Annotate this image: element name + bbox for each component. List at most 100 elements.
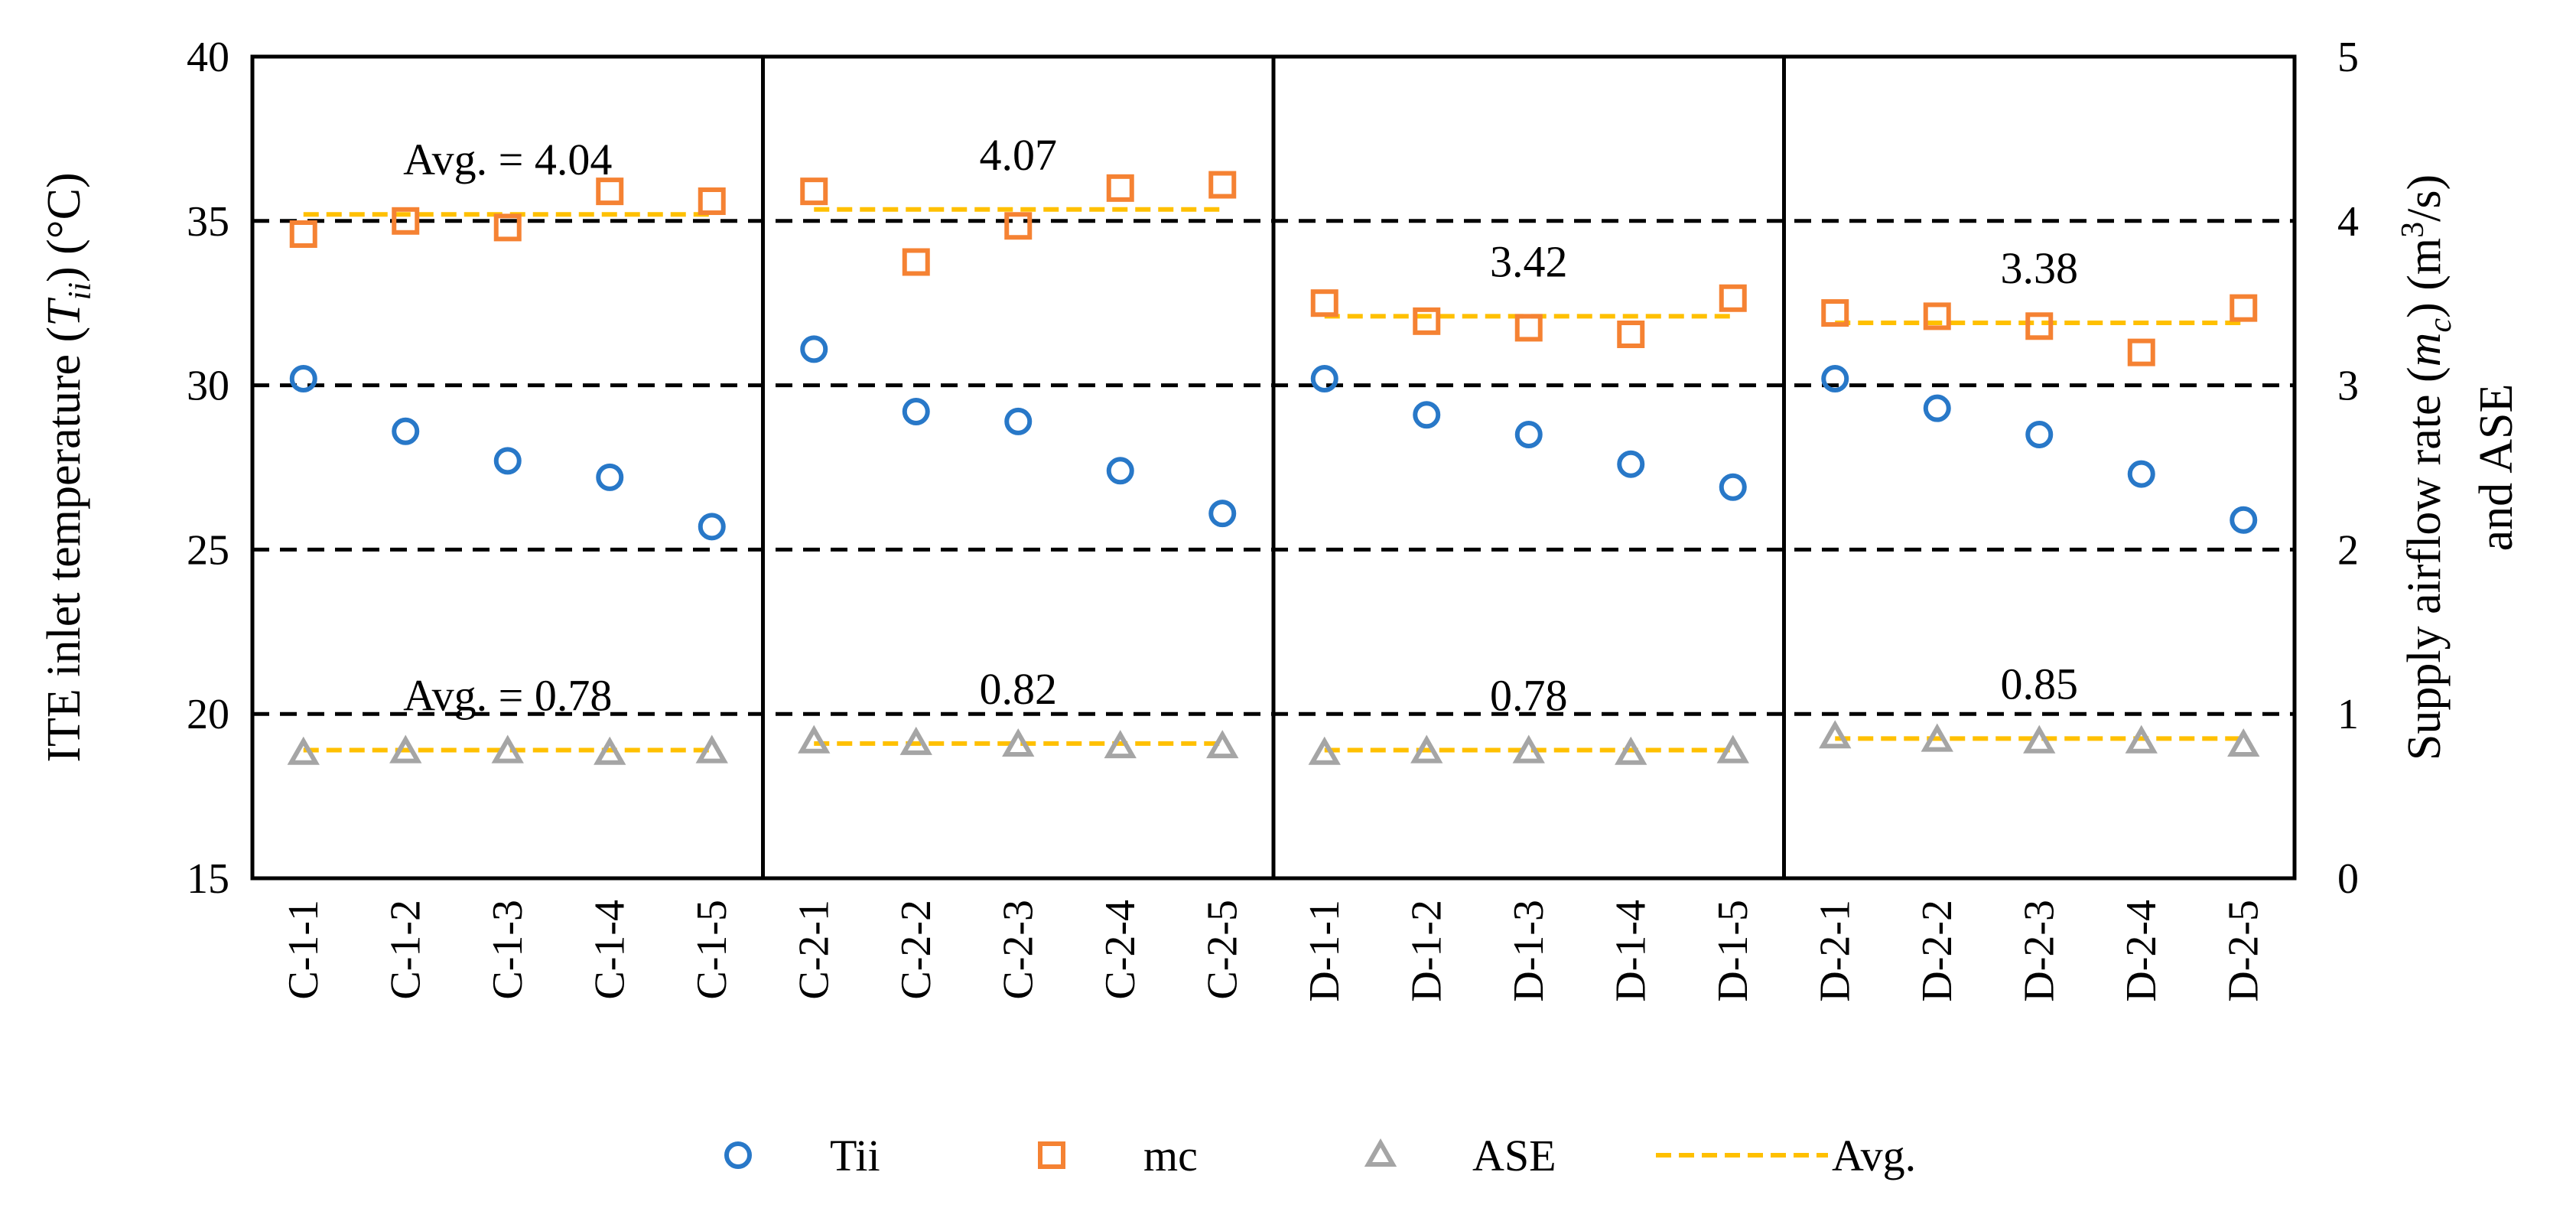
axis-titles: ITE inlet temperature (Tii) (°C) Supply a… (38, 172, 2522, 762)
mc-point (596, 177, 624, 206)
average-label: 3.42 (1490, 236, 1568, 286)
data-markers (287, 171, 2260, 765)
tii-point (698, 513, 726, 541)
legend-ase-marker (1364, 1138, 1397, 1167)
ase-point (899, 726, 932, 755)
category-label: C-1-4 (586, 900, 633, 1000)
category-label: D-1-5 (1709, 900, 1757, 1002)
category-label: D-2-2 (1914, 900, 1961, 1002)
tii-point (596, 463, 624, 491)
ase-point (798, 724, 831, 754)
left-tick-label: 35 (187, 198, 229, 246)
mc-point (1923, 302, 1951, 330)
mc-point (2025, 312, 2054, 340)
right-tick-label: 5 (2337, 34, 2359, 81)
legend: Tii mc ASE Avg. (724, 1131, 1916, 1180)
legend-label: ASE (1472, 1131, 1556, 1180)
category-label: C-2-4 (1097, 900, 1144, 1000)
tii-point (902, 397, 930, 425)
mc-point (1106, 174, 1134, 202)
tii-point (392, 417, 420, 445)
ase-point (1410, 734, 1443, 764)
mc-point (1310, 289, 1338, 317)
ase-point (287, 736, 320, 765)
category-label: D-1-4 (1607, 900, 1654, 1002)
tii-point (289, 365, 317, 393)
right-tick-label: 2 (2337, 526, 2359, 574)
category-label: C-2-3 (994, 900, 1042, 1000)
tii-point (2127, 460, 2155, 488)
category-label: C-2-1 (790, 900, 838, 1000)
tii-point (1310, 365, 1338, 393)
category-label: C-1-2 (382, 900, 429, 1000)
ase-point (1206, 730, 1239, 759)
right-tick-label: 3 (2337, 363, 2359, 410)
left-tick-label: 40 (187, 34, 229, 81)
average-label: 0.78 (1490, 670, 1568, 720)
ase-point (2125, 724, 2158, 754)
left-axis-title: ITE inlet temperature (Tii) (°C) (38, 172, 98, 762)
axis-ticks: 15 20 25 30 35 40 0 1 2 3 4 5 (187, 34, 2359, 903)
legend-mc-marker (1038, 1141, 1065, 1169)
mc-point (493, 213, 522, 242)
legend-label: mc (1143, 1131, 1198, 1180)
ase-point (1921, 723, 1953, 752)
average-annotations: Avg. = 4.04 4.07 3.42 3.38 Avg. = 0.78 0.82 0.… (403, 130, 2078, 721)
tii-point (1413, 401, 1441, 429)
category-label: D-1-3 (1505, 900, 1553, 1002)
plot-frame (250, 54, 2297, 881)
tii-point (800, 335, 828, 363)
category-label: C-1-5 (688, 900, 736, 1000)
legend-label: Tii (830, 1131, 880, 1180)
ase-point (2023, 724, 2056, 754)
tii-point (1719, 473, 1747, 501)
ase-point (695, 734, 728, 764)
average-label: Avg. = 4.04 (403, 135, 612, 184)
tii-point (1617, 450, 1645, 478)
tii-point (1004, 407, 1033, 435)
ase-point (1104, 730, 1137, 759)
left-tick-label: 30 (187, 363, 229, 410)
mc-point (289, 220, 317, 248)
category-labels: C-1-1 C-1-2 C-1-3 C-1-4 C-1-5 C-2-1 C-2-2 C-2-3… (280, 900, 2268, 1002)
mc-point (1514, 314, 1543, 342)
left-title-var: T (38, 297, 90, 327)
category-label: D-2-3 (2015, 900, 2063, 1002)
right-axis-title: Supply airflow rate (mc) (m3/s) (2395, 174, 2458, 760)
legend-label: Avg. (1832, 1131, 1916, 1180)
category-label: D-2-4 (2118, 900, 2165, 1002)
ase-point (2227, 728, 2260, 757)
mc-point (392, 207, 420, 235)
average-label: 0.85 (2001, 659, 2079, 708)
ase-point (1002, 728, 1035, 757)
right-title-text: Supply airflow rate ( (2399, 366, 2451, 760)
ase-point (491, 734, 524, 764)
right-axis-title-line2: and ASE (2470, 384, 2522, 552)
right-tick-label: 0 (2337, 855, 2359, 903)
mc-point (1208, 171, 1237, 199)
ase-point (1308, 736, 1341, 765)
mc-point (2230, 294, 2258, 322)
category-label: D-1-1 (1301, 900, 1348, 1002)
ase-point (594, 736, 626, 765)
ase-point (1512, 734, 1545, 764)
mc-point (1413, 307, 1441, 335)
right-tick-label: 1 (2337, 691, 2359, 738)
left-tick-label: 20 (187, 691, 229, 738)
right-title-sub: c (2423, 318, 2458, 333)
ase-point (1615, 736, 1647, 765)
right-title-var: m (2399, 333, 2451, 367)
category-label: C-2-5 (1199, 900, 1246, 1000)
category-label: D-2-5 (2220, 900, 2267, 1002)
tii-point (2230, 506, 2258, 534)
category-label: C-1-3 (484, 900, 532, 1000)
mc-point (1821, 299, 1849, 327)
mc-point (1004, 212, 1033, 240)
left-title-sub: ii (63, 282, 98, 300)
mc-point (902, 248, 930, 276)
mc-point (1719, 284, 1747, 312)
tii-point (1923, 394, 1951, 422)
left-tick-label: 15 (187, 855, 229, 903)
tii-point (2025, 421, 2054, 449)
